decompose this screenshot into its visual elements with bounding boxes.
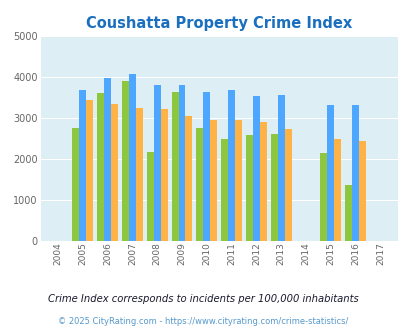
Bar xyxy=(122,81,129,241)
Bar xyxy=(203,92,210,241)
Bar xyxy=(358,141,365,241)
Bar xyxy=(284,129,291,241)
Title: Coushatta Property Crime Index: Coushatta Property Crime Index xyxy=(86,16,352,31)
Bar xyxy=(86,100,93,241)
Bar xyxy=(160,109,167,241)
Bar xyxy=(270,134,277,241)
Bar xyxy=(210,120,217,241)
Bar xyxy=(234,120,241,241)
Bar xyxy=(228,90,234,241)
Bar xyxy=(147,152,153,241)
Bar xyxy=(259,122,266,241)
Bar xyxy=(221,139,228,241)
Bar xyxy=(320,152,326,241)
Bar xyxy=(79,90,86,241)
Bar xyxy=(344,185,352,241)
Bar xyxy=(277,95,284,241)
Bar xyxy=(104,78,111,241)
Bar xyxy=(185,116,192,241)
Bar xyxy=(136,108,143,241)
Bar xyxy=(245,135,252,241)
Bar xyxy=(178,85,185,241)
Text: Crime Index corresponds to incidents per 100,000 inhabitants: Crime Index corresponds to incidents per… xyxy=(47,294,358,304)
Bar xyxy=(97,93,104,241)
Bar xyxy=(334,139,341,241)
Bar xyxy=(326,105,334,241)
Bar xyxy=(72,128,79,241)
Bar xyxy=(196,128,203,241)
Bar xyxy=(352,106,358,241)
Bar xyxy=(129,74,136,241)
Bar xyxy=(111,104,118,241)
Bar xyxy=(252,96,259,241)
Bar xyxy=(171,91,178,241)
Bar xyxy=(153,84,160,241)
Text: © 2025 CityRating.com - https://www.cityrating.com/crime-statistics/: © 2025 CityRating.com - https://www.city… xyxy=(58,317,347,326)
